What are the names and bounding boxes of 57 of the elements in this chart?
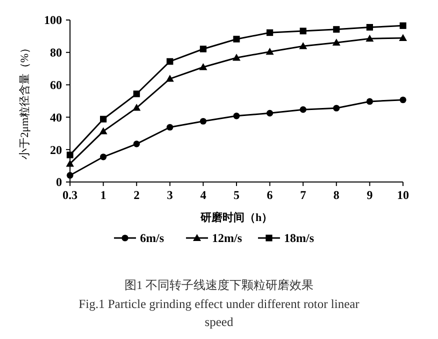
point [366, 34, 374, 42]
legend-label: 6m/s [140, 231, 164, 246]
point [366, 98, 373, 105]
point [133, 140, 140, 148]
point [266, 29, 274, 36]
point [100, 116, 107, 122]
point [132, 104, 141, 111]
y-tick-label: 100 [44, 13, 62, 28]
x-tick-label: 8 [333, 188, 340, 202]
point [100, 154, 107, 160]
point [233, 112, 240, 120]
point [366, 24, 373, 31]
point [199, 63, 208, 70]
x-tick-label: 1 [100, 188, 106, 202]
point [99, 127, 108, 134]
point [66, 160, 74, 167]
point [166, 124, 174, 131]
point [200, 118, 206, 125]
caption: 图1 不同转子线速度下颗粒研磨效果 [124, 278, 314, 292]
x-tick-label: 2 [134, 188, 140, 202]
point [66, 152, 74, 158]
x-tick-label: 7 [300, 188, 306, 202]
legend-label: 12m/s [212, 231, 242, 246]
y-tick-label: 0 [56, 175, 62, 190]
y-tick-label: 80 [50, 46, 62, 60]
point [399, 34, 407, 41]
point [133, 90, 140, 98]
x-axis-title: 研磨时间（h） [199, 211, 273, 224]
legend-label: 18m/s [284, 231, 314, 246]
y-tick-label: 20 [50, 142, 62, 157]
x-tick-label: 0.3 [62, 188, 78, 202]
y-axis-title: 小于2μm粒径含量（%） [18, 42, 31, 160]
point [232, 54, 240, 61]
x-tick-label: 10 [397, 188, 409, 202]
point [266, 48, 274, 55]
point [400, 96, 406, 104]
x-tick-label: 6 [266, 188, 273, 202]
point [166, 74, 174, 82]
point [200, 46, 206, 52]
x-tick-label: 5 [234, 188, 240, 202]
point [300, 106, 306, 113]
point [333, 104, 340, 112]
point [166, 58, 174, 65]
point [333, 26, 340, 33]
point [233, 36, 240, 42]
caption: Fig.1 Particle grinding effect under different rotor linear speed [78, 297, 360, 329]
x-tick-label: 9 [366, 188, 373, 202]
point [332, 38, 340, 46]
x-tick-label: 4 [200, 188, 206, 202]
point [66, 172, 74, 179]
point [300, 28, 306, 34]
y-tick-label: 60 [50, 78, 62, 92]
point [266, 110, 274, 116]
y-tick-label: 40 [50, 110, 62, 124]
point [299, 42, 308, 50]
x-tick-label: 3 [166, 188, 173, 202]
point [400, 22, 406, 29]
